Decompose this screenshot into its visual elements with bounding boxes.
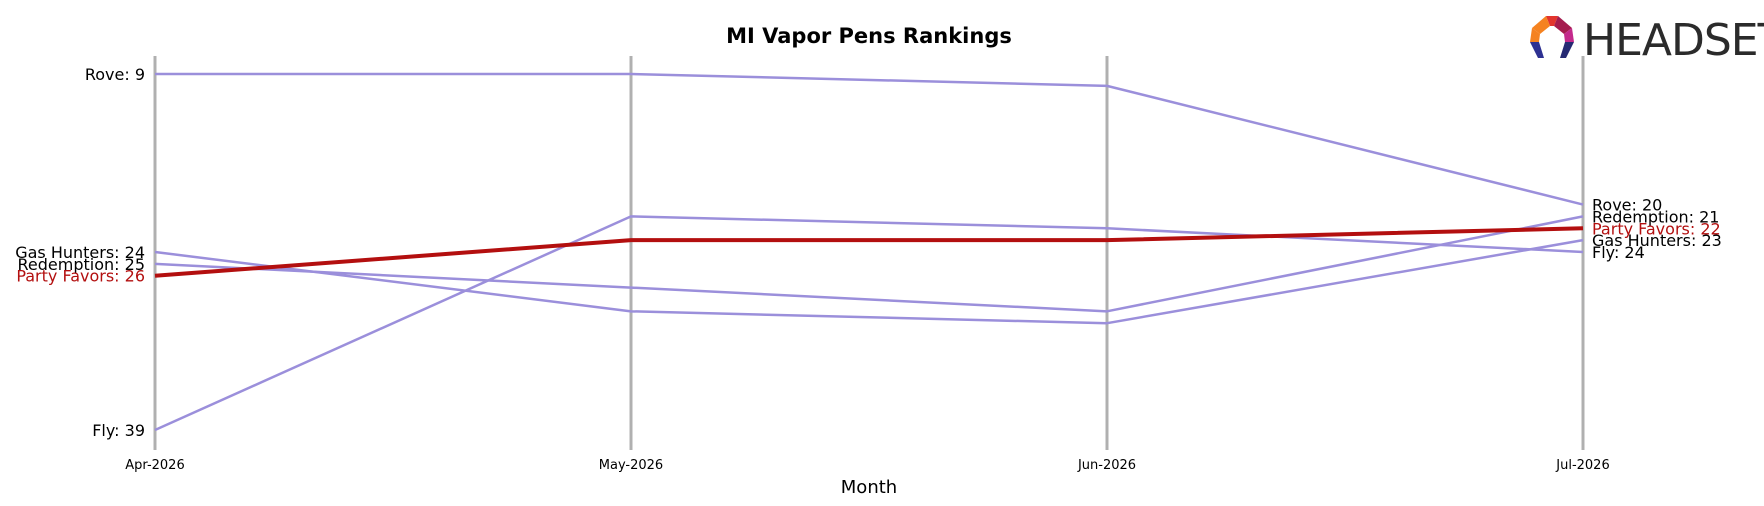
series-line-party-favors — [154, 226, 1584, 278]
start-label-rove: Rove: 9 — [85, 65, 145, 84]
x-tick-label: Jun-2026 — [1077, 458, 1136, 473]
start-label-fly: Fly: 39 — [92, 421, 145, 440]
series-line-redemption — [154, 215, 1584, 313]
start-label-gas-hunters: Gas Hunters: 24 — [15, 243, 145, 262]
x-tick-labels: Apr-2026 May-2026 Jun-2026 Jul-2026 — [125, 458, 1609, 473]
series-line-gas-hunters — [154, 238, 1584, 325]
end-label-party-favors: Party Favors: 22 — [1592, 219, 1721, 238]
end-label-rove: Rove: 20 — [1592, 196, 1662, 215]
x-tick-label: May-2026 — [599, 458, 663, 473]
headset-logo-icon — [1530, 16, 1574, 58]
month-axes — [153, 56, 1585, 450]
x-axis-label: Month — [841, 477, 897, 498]
series-lines — [154, 72, 1584, 432]
chart-title: MI Vapor Pens Rankings — [726, 24, 1012, 48]
headset-logo-text: HEADSET — [1583, 15, 1764, 66]
x-tick-label: Apr-2026 — [125, 458, 184, 473]
series-line-rove — [155, 72, 1584, 206]
headset-logo: HEADSET — [1530, 15, 1764, 66]
end-label-redemption: Redemption: 21 — [1592, 207, 1719, 226]
start-label-party-favors: Party Favors: 26 — [16, 267, 145, 286]
end-label-gas-hunters: Gas Hunters: 23 — [1592, 231, 1722, 250]
start-label-redemption: Redemption: 25 — [18, 255, 145, 274]
end-label-fly: Fly: 24 — [1592, 243, 1645, 262]
series-line-fly — [154, 215, 1584, 432]
x-tick-label: Jul-2026 — [1555, 458, 1609, 473]
